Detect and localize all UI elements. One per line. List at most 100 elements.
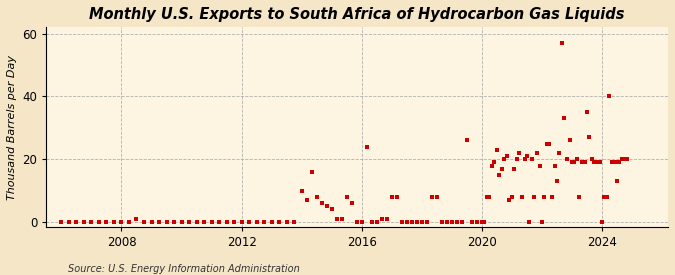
Point xyxy=(594,160,605,164)
Point xyxy=(371,220,382,224)
Y-axis label: Thousand Barrels per Day: Thousand Barrels per Day xyxy=(7,54,17,200)
Point xyxy=(499,157,510,161)
Point xyxy=(396,220,407,224)
Point xyxy=(597,220,608,224)
Point xyxy=(361,144,372,149)
Point xyxy=(392,195,402,199)
Point xyxy=(116,220,127,224)
Point xyxy=(489,160,500,164)
Point xyxy=(306,170,317,174)
Point xyxy=(331,217,342,221)
Point xyxy=(184,220,194,224)
Point xyxy=(584,135,595,139)
Point xyxy=(101,220,112,224)
Point xyxy=(516,195,527,199)
Point xyxy=(421,220,432,224)
Point xyxy=(562,157,572,161)
Point xyxy=(554,151,565,155)
Point xyxy=(274,220,285,224)
Point xyxy=(579,160,590,164)
Point xyxy=(587,157,597,161)
Point xyxy=(504,198,515,202)
Point xyxy=(494,173,505,177)
Point xyxy=(539,195,549,199)
Point xyxy=(146,220,157,224)
Point xyxy=(56,220,67,224)
Point xyxy=(311,195,322,199)
Point xyxy=(356,220,367,224)
Point xyxy=(317,201,327,205)
Point xyxy=(411,220,422,224)
Point xyxy=(582,110,593,114)
Point xyxy=(569,160,580,164)
Point xyxy=(471,220,482,224)
Point xyxy=(289,220,300,224)
Point xyxy=(566,160,577,164)
Point xyxy=(481,195,492,199)
Point xyxy=(367,220,377,224)
Point xyxy=(559,116,570,121)
Point xyxy=(351,220,362,224)
Point xyxy=(622,157,632,161)
Point xyxy=(214,220,225,224)
Point xyxy=(487,163,497,168)
Point xyxy=(604,94,615,99)
Point xyxy=(169,220,180,224)
Point xyxy=(427,195,437,199)
Point xyxy=(259,220,269,224)
Point xyxy=(531,151,542,155)
Point xyxy=(236,220,247,224)
Point xyxy=(296,188,307,193)
Point xyxy=(229,220,240,224)
Point xyxy=(176,220,187,224)
Point xyxy=(456,220,467,224)
Point xyxy=(251,220,262,224)
Point xyxy=(281,220,292,224)
Title: Monthly U.S. Exports to South Africa of Hydrocarbon Gas Liquids: Monthly U.S. Exports to South Africa of … xyxy=(90,7,625,22)
Point xyxy=(86,220,97,224)
Point xyxy=(138,220,149,224)
Point xyxy=(191,220,202,224)
Point xyxy=(502,154,512,158)
Point xyxy=(71,220,82,224)
Point xyxy=(63,220,74,224)
Point xyxy=(564,138,575,142)
Point xyxy=(206,220,217,224)
Point xyxy=(610,160,620,164)
Point xyxy=(519,157,530,161)
Point xyxy=(557,41,568,45)
Point xyxy=(321,204,332,208)
Point xyxy=(526,157,537,161)
Point xyxy=(154,220,165,224)
Point xyxy=(576,160,587,164)
Point xyxy=(441,220,452,224)
Point xyxy=(381,217,392,221)
Point xyxy=(402,220,412,224)
Point xyxy=(109,220,119,224)
Point xyxy=(346,201,357,205)
Point xyxy=(124,220,134,224)
Point xyxy=(198,220,209,224)
Point xyxy=(541,141,552,146)
Point xyxy=(614,160,625,164)
Point xyxy=(572,157,583,161)
Point xyxy=(437,220,448,224)
Point xyxy=(617,157,628,161)
Point xyxy=(452,220,462,224)
Point xyxy=(479,220,489,224)
Point xyxy=(497,166,508,171)
Point xyxy=(78,220,89,224)
Point xyxy=(534,163,545,168)
Point xyxy=(619,157,630,161)
Point xyxy=(484,195,495,199)
Point xyxy=(342,195,352,199)
Point xyxy=(509,166,520,171)
Point xyxy=(551,179,562,183)
Point xyxy=(574,195,585,199)
Point xyxy=(377,217,387,221)
Text: Source: U.S. Energy Information Administration: Source: U.S. Energy Information Administ… xyxy=(68,264,299,274)
Point xyxy=(94,220,105,224)
Point xyxy=(462,138,472,142)
Point xyxy=(601,195,612,199)
Point xyxy=(491,148,502,152)
